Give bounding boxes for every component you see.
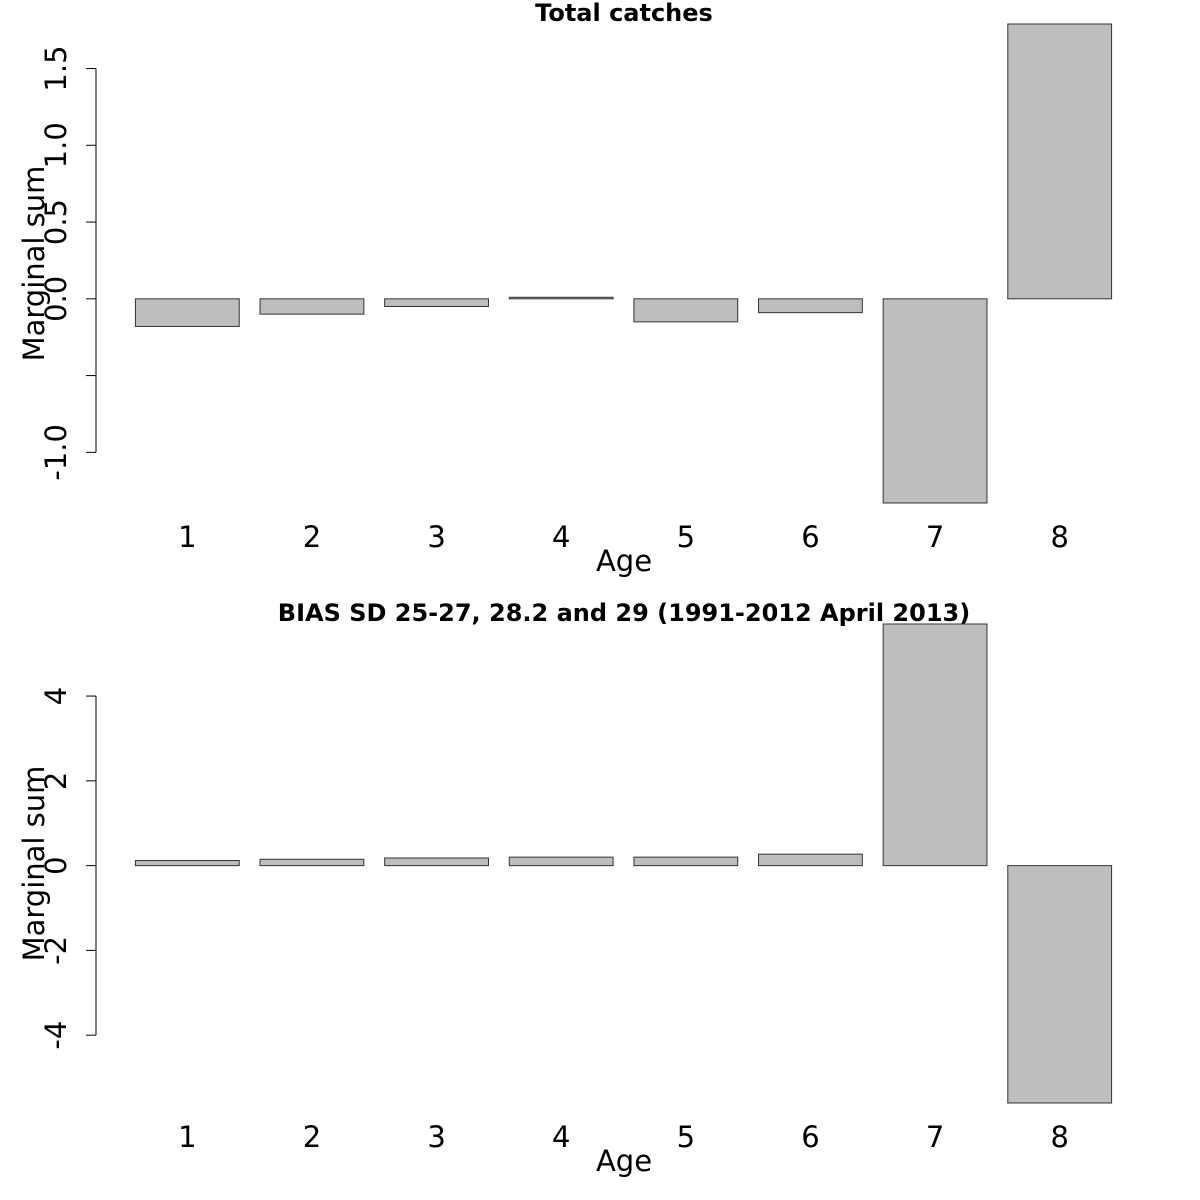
y-tick-label: 0.5: [39, 199, 73, 245]
x-tick-label: 6: [801, 520, 819, 554]
bar-age-1: [134, 298, 240, 327]
chart-title: Total catches: [535, 0, 713, 27]
x-tick-label: 4: [552, 1120, 570, 1154]
x-tick-label: 8: [1050, 1120, 1068, 1154]
bar-age-3: [384, 298, 489, 307]
x-tick-label: 2: [303, 520, 321, 554]
chart-title: BIAS SD 25-27, 28.2 and 29 (1991-2012 Ap…: [278, 599, 970, 627]
y-tick-label: 1.5: [39, 45, 73, 91]
bar-age-7: [882, 298, 988, 504]
y-tick-label: 0.0: [39, 276, 73, 322]
y-tick-label: -4: [39, 1021, 73, 1050]
x-tick-label: 4: [552, 520, 570, 554]
x-tick-label: 5: [677, 1120, 695, 1154]
x-axis-label: Age: [596, 544, 652, 578]
y-tick-label: -1.0: [39, 424, 73, 481]
x-tick-label: 8: [1050, 520, 1068, 554]
x-tick-label: 7: [926, 1120, 944, 1154]
bar-age-5: [633, 298, 739, 323]
bar-age-2: [259, 858, 365, 867]
y-tick-label: 2: [39, 772, 73, 790]
bar-age-8: [1007, 865, 1113, 1104]
x-tick-label: 2: [303, 1120, 321, 1154]
x-tick-label: 3: [427, 1120, 445, 1154]
x-tick-label: 1: [178, 1120, 196, 1154]
x-tick-label: 1: [178, 520, 196, 554]
x-tick-label: 5: [677, 520, 695, 554]
bar-age-8: [1007, 23, 1113, 300]
bar-age-7: [882, 623, 988, 867]
y-tick-label: -2: [39, 936, 73, 965]
bar-age-6: [758, 298, 863, 314]
bar-age-6: [758, 853, 863, 867]
chart-panel-1: Total catches -1.0 0.0 0.5 1.0 1.5 Marginal su…: [17, 0, 1113, 578]
bar-age-3: [384, 857, 489, 867]
bar-age-4: [508, 296, 614, 300]
x-tick-label: 7: [926, 520, 944, 554]
bar-age-4: [508, 856, 614, 867]
bar-age-5: [633, 856, 739, 867]
bar-age-2: [259, 298, 365, 315]
y-tick-label: 0: [39, 856, 73, 874]
chart-panel-2: BIAS SD 25-27, 28.2 and 29 (1991-2012 Ap…: [17, 599, 1113, 1178]
x-tick-label: 3: [427, 520, 445, 554]
x-axis-label: Age: [596, 1144, 652, 1178]
y-axis-label: Marginal sum: [17, 766, 51, 962]
x-tick-label: 6: [801, 1120, 819, 1154]
y-axis-label: Marginal sum: [17, 166, 51, 362]
y-tick-label: 4: [39, 687, 73, 705]
y-tick-label: 1.0: [39, 122, 73, 168]
bar-age-1: [134, 860, 240, 867]
